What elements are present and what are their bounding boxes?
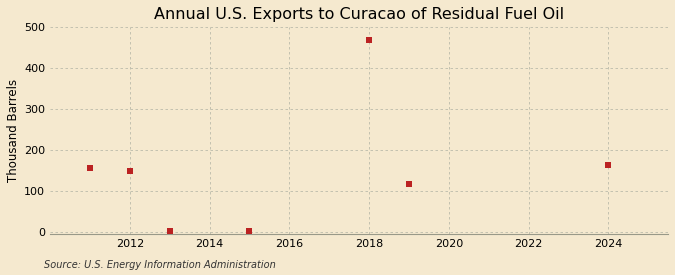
Point: [244, 229, 255, 233]
Text: Source: U.S. Energy Information Administration: Source: U.S. Energy Information Administ…: [44, 260, 275, 270]
Title: Annual U.S. Exports to Curacao of Residual Fuel Oil: Annual U.S. Exports to Curacao of Residu…: [154, 7, 564, 22]
Point: [404, 182, 414, 186]
Point: [84, 166, 95, 171]
Point: [164, 229, 175, 233]
Point: [124, 169, 135, 174]
Point: [603, 163, 614, 167]
Y-axis label: Thousand Barrels: Thousand Barrels: [7, 79, 20, 182]
Point: [364, 37, 375, 42]
